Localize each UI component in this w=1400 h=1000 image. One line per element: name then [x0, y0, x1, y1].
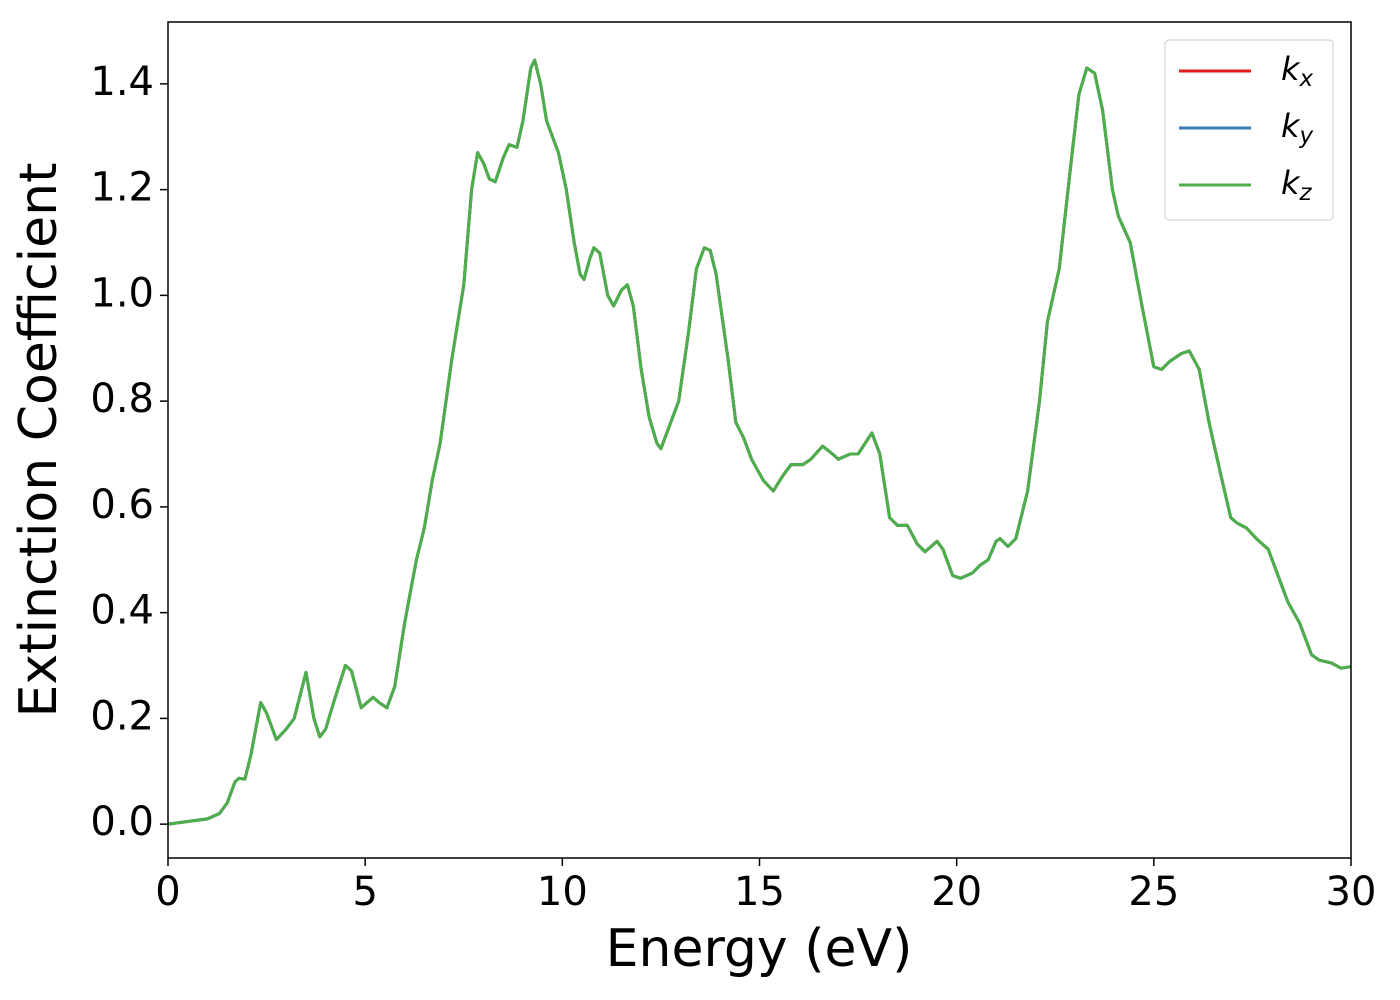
y-tick-label: 1.4	[90, 59, 154, 105]
x-tick-label: 25	[1128, 869, 1179, 915]
y-tick-label: 0.6	[90, 482, 154, 528]
x-tick-label: 20	[931, 869, 982, 915]
x-tick-label: 5	[352, 869, 377, 915]
y-tick-label: 0.4	[90, 588, 154, 634]
y-tick-label: 0.0	[90, 799, 154, 845]
x-tick-label: 15	[734, 869, 785, 915]
y-tick-label: 1.2	[90, 165, 154, 211]
x-tick-label: 10	[537, 869, 588, 915]
legend-label: kx	[1281, 50, 1314, 92]
legend-box	[1164, 39, 1334, 221]
y-tick-label: 0.2	[90, 693, 154, 739]
plot-frame	[167, 21, 1352, 859]
y-tick-label: 1.0	[90, 270, 154, 316]
legend-label: kz	[1281, 164, 1313, 206]
y-tick-label: 0.8	[90, 376, 154, 422]
legend-label: ky	[1281, 107, 1314, 149]
data-line	[168, 58, 1351, 826]
x-axis-label: Energy (eV)	[606, 919, 913, 979]
y-axis-label: Extinction Coefficient	[9, 163, 69, 718]
x-tick-label: 0	[155, 869, 180, 915]
x-tick-label: 30	[1326, 869, 1377, 915]
